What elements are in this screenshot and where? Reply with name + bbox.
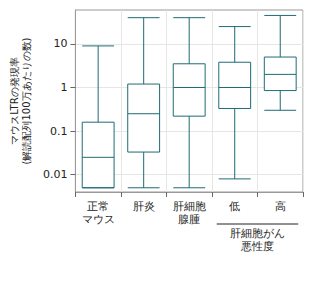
svg-text:10: 10: [53, 37, 67, 50]
svg-text:0.01: 0.01: [43, 168, 68, 181]
svg-text:低: 低: [229, 200, 240, 213]
svg-text:1: 1: [60, 81, 67, 94]
svg-text:肝細胞がん: 肝細胞がん: [230, 227, 285, 240]
svg-text:悪性度: 悪性度: [240, 240, 274, 253]
svg-text:マウスLTRの発現率: マウスLTRの発現率: [9, 57, 20, 144]
svg-text:高: 高: [275, 200, 286, 213]
svg-text:腺腫: 腺腫: [178, 213, 200, 226]
svg-text:マウス: マウス: [82, 213, 115, 226]
svg-text:肝細胞: 肝細胞: [173, 200, 206, 213]
svg-text:正常: 正常: [87, 200, 109, 213]
svg-text:肝炎: 肝炎: [133, 200, 155, 213]
svg-text:(解読配列100万あたりの数): (解読配列100万あたりの数): [21, 37, 32, 164]
svg-text:0.1: 0.1: [50, 125, 68, 138]
